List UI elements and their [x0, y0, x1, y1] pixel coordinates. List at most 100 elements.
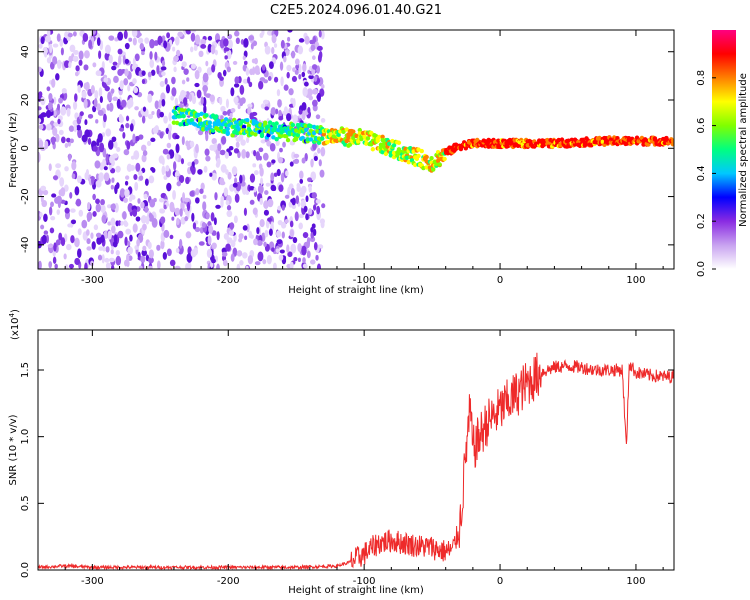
colorbar-tick-label: 0.4 — [696, 165, 707, 181]
noise-blob — [144, 37, 150, 44]
spectrogram-xlabel: Height of straight line (km) — [288, 285, 424, 296]
noise-blob — [311, 55, 316, 60]
noise-blob — [140, 255, 146, 264]
signal-blob — [559, 137, 565, 142]
noise-blob — [258, 163, 263, 170]
noise-blob — [279, 61, 284, 71]
signal-blob — [369, 142, 374, 147]
spectrogram-marks — [38, 30, 674, 269]
noise-blob — [211, 258, 216, 264]
noise-blob — [140, 215, 147, 224]
signal-blob — [442, 156, 447, 162]
noise-blob — [148, 175, 155, 184]
noise-blob — [270, 221, 274, 230]
noise-blob — [187, 161, 193, 167]
signal-blob — [210, 128, 216, 133]
noise-blob — [78, 50, 84, 60]
noise-blob — [207, 235, 212, 245]
noise-blob — [280, 172, 285, 183]
noise-blob — [202, 194, 207, 199]
noise-blob — [76, 175, 82, 184]
noise-blob — [259, 197, 264, 205]
noise-blob — [52, 256, 57, 264]
noise-blob — [211, 64, 216, 73]
noise-blob — [292, 159, 299, 164]
noise-blob — [43, 230, 49, 235]
signal-blob — [267, 120, 273, 125]
noise-blob — [113, 234, 118, 244]
noise-blob — [285, 170, 289, 177]
noise-blob — [165, 165, 170, 172]
noise-blob — [110, 249, 114, 255]
noise-blob — [252, 66, 256, 76]
noise-blob — [278, 116, 284, 121]
noise-blob — [225, 98, 229, 109]
noise-blob — [313, 75, 318, 82]
noise-blob — [52, 56, 58, 65]
noise-blob — [261, 30, 265, 36]
noise-blob — [211, 242, 217, 250]
noise-blob — [82, 32, 89, 43]
noise-blob — [142, 245, 147, 252]
noise-blob — [154, 100, 160, 110]
signal-blob — [419, 148, 424, 154]
noise-blob — [109, 154, 115, 164]
noise-blob — [296, 184, 301, 193]
noise-blob — [213, 217, 217, 226]
noise-blob — [99, 142, 105, 153]
noise-blob — [312, 99, 318, 107]
noise-blob — [145, 215, 150, 225]
signal-blob — [246, 123, 252, 128]
noise-blob — [236, 263, 241, 269]
noise-blob — [271, 46, 275, 55]
noise-blob — [292, 67, 296, 73]
noise-blob — [163, 40, 168, 49]
signal-blob — [245, 117, 250, 123]
noise-blob — [264, 106, 269, 111]
noise-blob — [116, 98, 121, 109]
noise-blob — [42, 189, 49, 196]
noise-blob — [294, 58, 300, 66]
x-tick-label: -300 — [81, 275, 104, 286]
noise-blob — [222, 259, 228, 267]
noise-blob — [141, 249, 148, 257]
noise-blob — [277, 205, 282, 211]
noise-blob — [110, 184, 114, 190]
noise-blob — [163, 229, 170, 238]
noise-blob — [291, 151, 296, 160]
noise-blob — [164, 77, 168, 85]
noise-blob — [258, 80, 264, 90]
noise-blob — [254, 261, 261, 266]
noise-blob — [242, 225, 248, 231]
noise-blob — [68, 153, 72, 162]
noise-blob — [224, 55, 228, 60]
noise-blob — [312, 142, 317, 151]
noise-blob — [246, 223, 250, 233]
noise-blob — [223, 47, 230, 52]
noise-blob — [60, 237, 66, 247]
signal-blob — [259, 133, 265, 139]
noise-blob — [84, 50, 90, 59]
noise-blob — [249, 199, 255, 205]
noise-blob — [95, 119, 99, 124]
signal-blob — [556, 137, 561, 143]
noise-blob — [234, 193, 240, 203]
noise-blob — [215, 204, 221, 209]
noise-blob — [283, 55, 287, 63]
noise-blob — [189, 46, 194, 53]
noise-blob — [81, 90, 87, 99]
noise-blob — [171, 76, 176, 85]
noise-blob — [214, 49, 218, 56]
noise-blob — [208, 225, 214, 234]
noise-blob — [71, 161, 77, 171]
noise-blob — [262, 259, 267, 265]
noise-blob — [92, 145, 98, 152]
snr-frame — [37, 329, 675, 571]
signal-blob — [615, 136, 620, 141]
noise-blob — [186, 252, 193, 263]
noise-blob — [48, 92, 53, 101]
noise-blob — [281, 204, 285, 211]
noise-blob — [115, 182, 120, 190]
noise-blob — [67, 223, 73, 228]
noise-blob — [227, 151, 233, 156]
